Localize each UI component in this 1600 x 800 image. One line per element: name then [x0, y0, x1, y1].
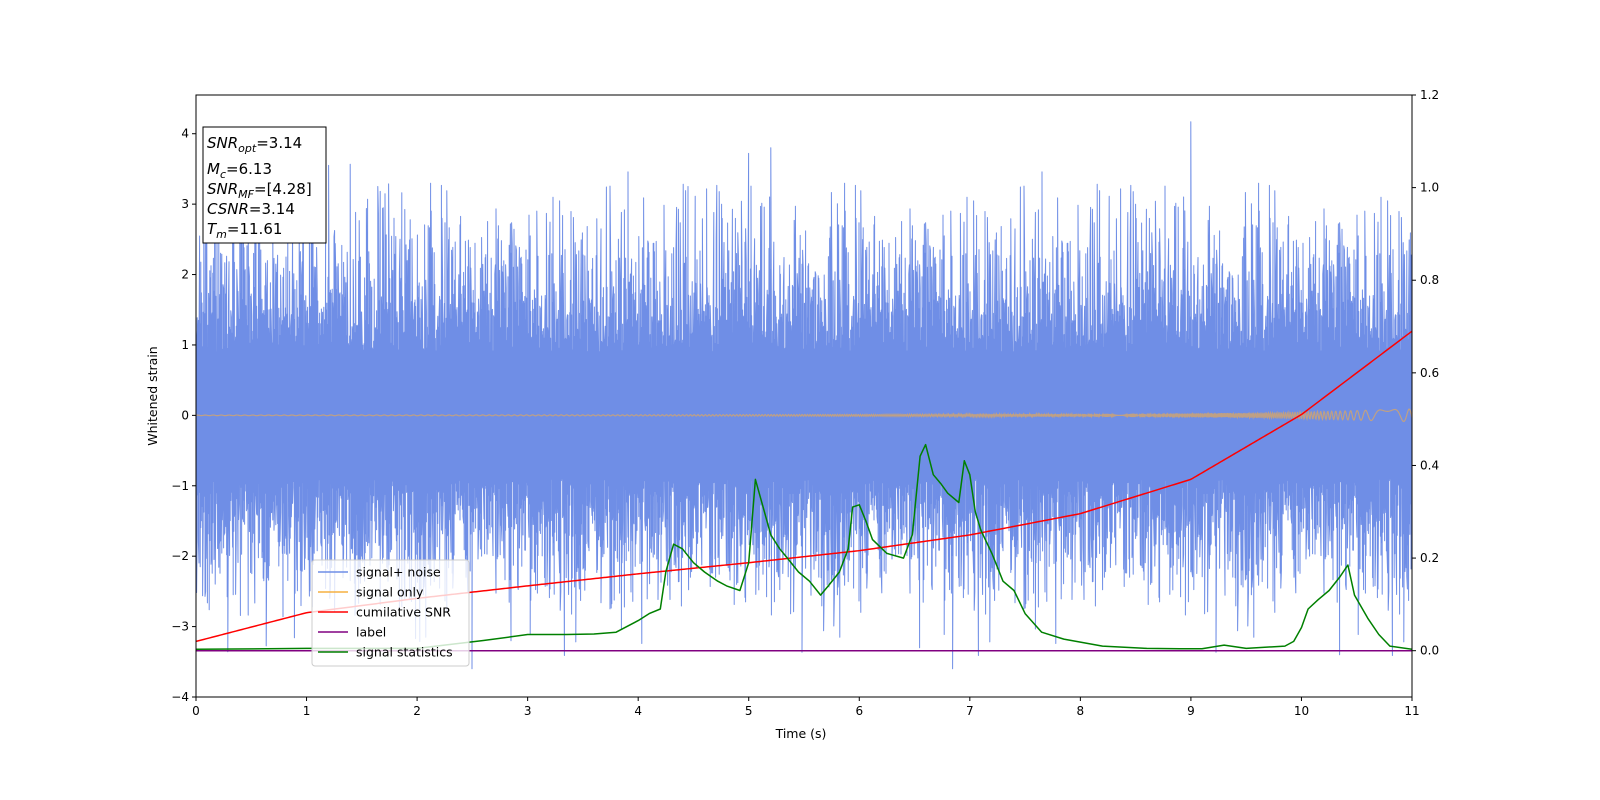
y-right-tick-label: 1.0: [1420, 181, 1439, 195]
annotation-subscript: c: [220, 168, 226, 181]
x-tick-label: 9: [1187, 704, 1195, 718]
y-axis-right: 0.0 0.2 0.4 0.6 0.8 1.0 1.2: [1412, 88, 1439, 658]
annotation-line: CSNR=3.14: [207, 200, 295, 218]
x-tick-label: 1: [303, 704, 311, 718]
y-axis-label: Whitened strain: [145, 346, 160, 445]
y-right-tick-label: 1.2: [1420, 88, 1439, 102]
y-right-tick-label: 0.2: [1420, 551, 1439, 565]
series-signal-only: [196, 408, 1412, 423]
y-tick-label: −2: [171, 549, 189, 563]
annotation-value: =11.61: [227, 220, 283, 238]
legend-frame: [311, 559, 470, 667]
y-tick-label: 3: [181, 197, 189, 211]
legend-label: cumilative SNR: [356, 605, 451, 620]
annotation-value: =6.13: [226, 160, 272, 178]
annotation-symbol: CSNR: [207, 200, 249, 218]
y-right-tick-label: 0.6: [1420, 366, 1439, 380]
annotation-line: SNRMF=[4.28]: [207, 180, 312, 201]
annotation-symbol: T: [207, 220, 218, 238]
annotation-symbol: SNR: [207, 134, 238, 152]
x-tick-label: 3: [524, 704, 532, 718]
y-tick-label: 2: [181, 268, 189, 282]
y-axis-left: −4 −3 −2 −1 0 1 2 3 4: [171, 127, 196, 704]
x-tick-label: 10: [1294, 704, 1309, 718]
annotation-subscript: m: [216, 228, 227, 241]
legend: signal+ noise signal only cumilative SNR la…: [311, 559, 470, 667]
x-tick-label: 2: [413, 704, 421, 718]
annotation-value: =3.14: [256, 134, 302, 152]
x-tick-label: 6: [855, 704, 863, 718]
x-axis: 0 1 2 3 4 5 6 7 8 9 10 11: [192, 697, 1420, 718]
x-tick-label: 7: [966, 704, 974, 718]
legend-label: signal+ noise: [356, 565, 441, 580]
y-right-tick-label: 0.4: [1420, 458, 1439, 472]
y-right-tick-label: 0.8: [1420, 273, 1439, 287]
y-right-tick-label: 0.0: [1420, 644, 1439, 658]
y-tick-label: −4: [171, 690, 189, 704]
x-tick-label: 0: [192, 704, 200, 718]
annotation-line: Mc=6.13: [207, 160, 272, 181]
legend-label: signal only: [356, 585, 424, 600]
x-axis-label: Time (s): [775, 726, 827, 741]
y-tick-label: 1: [181, 338, 189, 352]
annotation-value: =[4.28]: [254, 180, 312, 198]
annotation-symbol: M: [207, 160, 220, 178]
series-signal-noise: [196, 121, 1412, 670]
x-tick-label: 11: [1404, 704, 1419, 718]
annotation-frame: [202, 126, 327, 244]
y-tick-label: −1: [171, 479, 189, 493]
annotation-subscript: MF: [238, 188, 254, 201]
y-tick-label: 4: [181, 127, 189, 141]
y-tick-label: 0: [181, 408, 189, 422]
annotation-line: Tm=11.61: [207, 220, 282, 241]
x-tick-label: 5: [745, 704, 753, 718]
annotation-line: SNRopt=3.14: [207, 134, 302, 155]
annotation-subscript: opt: [238, 142, 257, 155]
annotation-box: SNRopt=3.14Mc=6.13SNRMF=[4.28]CSNR=3.14T…: [202, 126, 327, 244]
annotation-symbol: SNR: [207, 180, 238, 198]
legend-label: label: [356, 625, 386, 640]
series-signal-statistics: [196, 443, 1412, 651]
x-tick-label: 4: [634, 704, 642, 718]
y-tick-label: −3: [171, 620, 189, 634]
legend-label: signal statistics: [356, 645, 453, 660]
plot-frame: [195, 94, 1413, 698]
x-tick-label: 8: [1077, 704, 1085, 718]
annotation-value: =3.14: [249, 200, 295, 218]
